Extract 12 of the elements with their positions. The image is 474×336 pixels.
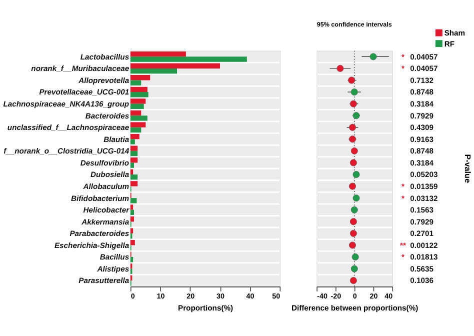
x-tick-label: 40: [384, 292, 393, 301]
y2-axis-title: P-value: [463, 154, 472, 184]
x-tick-label: 20: [186, 292, 195, 301]
x-tick-label: 10: [156, 292, 165, 301]
x-tick-label: 30: [216, 292, 224, 301]
x-tick-label: -40: [317, 292, 328, 301]
x-tick-label: -20: [330, 292, 342, 301]
x-tick-label: 0: [130, 292, 135, 301]
x-tick-label: 20: [370, 292, 378, 301]
x-tick-label: 50: [272, 292, 280, 301]
x-tick-label: 40: [246, 292, 254, 301]
x-tick-label: 0: [352, 292, 357, 301]
